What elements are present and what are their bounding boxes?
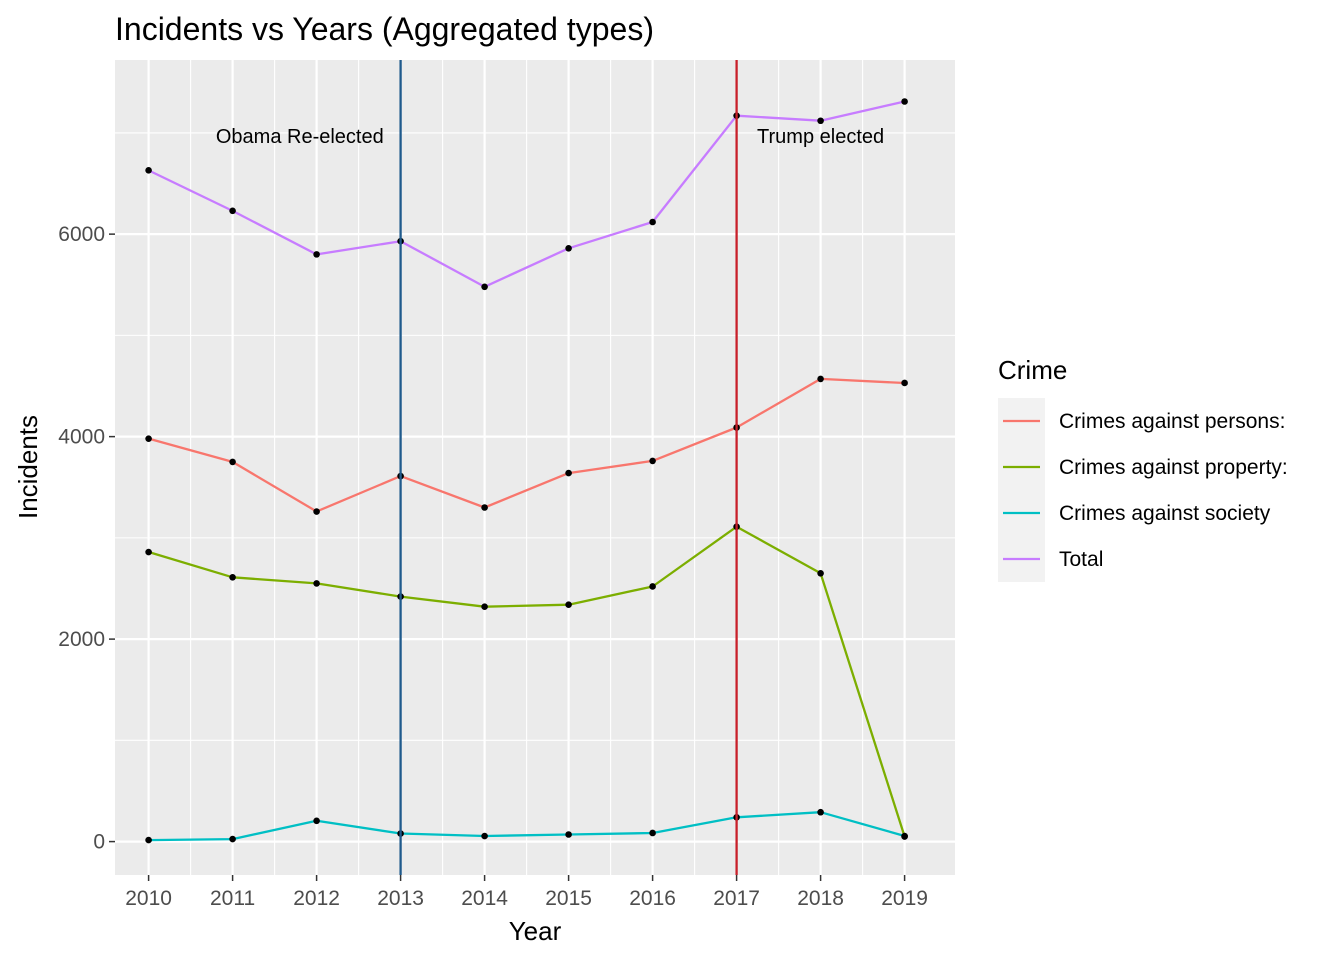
data-point <box>901 379 908 387</box>
series-points <box>145 98 908 844</box>
y-axis-title: Incidents <box>13 415 43 519</box>
data-point <box>817 808 824 816</box>
legend-label-2: Crimes against society <box>1059 502 1271 525</box>
x-tick-label: 2012 <box>293 887 340 910</box>
data-point <box>145 548 152 556</box>
x-axis: 2010 2011 2012 2013 2014 2015 2016 2017 2018 2019 <box>125 875 928 910</box>
y-tick-label: 6000 <box>58 223 105 246</box>
series-line-1 <box>148 525 906 837</box>
annotations: Obama Re-elected Trump elected <box>216 126 884 148</box>
chart-title: Incidents vs Years (Aggregated types) <box>115 11 654 47</box>
data-point <box>565 469 572 477</box>
data-point <box>481 832 488 840</box>
data-point <box>481 504 488 511</box>
data-point <box>229 574 236 581</box>
y-tick-label: 0 <box>93 831 105 854</box>
data-point <box>313 251 320 258</box>
x-tick-label: 2019 <box>881 887 928 910</box>
data-point <box>313 817 320 825</box>
series-line-2 <box>148 811 905 842</box>
legend-title: Crime <box>998 355 1067 385</box>
data-point <box>565 601 572 608</box>
data-point <box>901 98 908 105</box>
x-axis-title: Year <box>509 916 562 946</box>
data-point <box>229 835 236 843</box>
data-point <box>817 375 824 383</box>
data-point <box>313 508 320 515</box>
series-line-3 <box>148 100 905 288</box>
legend-label-1: Crimes against property: <box>1059 456 1288 479</box>
legend-label-3: Total <box>1059 548 1103 571</box>
data-point <box>229 207 236 215</box>
data-point <box>817 569 824 577</box>
data-point <box>565 245 572 252</box>
plot-panel <box>115 60 955 875</box>
annotation-1: Trump elected <box>757 126 884 148</box>
data-point <box>145 435 152 442</box>
data-point <box>649 218 656 226</box>
major-gridlines <box>115 60 955 875</box>
x-tick-label: 2018 <box>797 887 844 910</box>
y-axis: 0 2000 4000 6000 <box>58 223 115 854</box>
x-tick-label: 2010 <box>125 887 172 910</box>
x-tick-label: 2014 <box>461 887 508 910</box>
data-point <box>649 829 656 837</box>
data-point <box>649 583 656 590</box>
vertical-reference-lines <box>399 60 738 875</box>
data-point <box>649 457 656 465</box>
series-line-0 <box>148 377 905 513</box>
data-point <box>565 831 572 838</box>
data-point <box>313 580 320 587</box>
x-tick-label: 2016 <box>629 887 676 910</box>
annotation-0: Obama Re-elected <box>216 126 384 148</box>
series-lines <box>148 100 906 842</box>
data-point <box>481 283 488 291</box>
x-tick-label: 2015 <box>545 887 592 910</box>
data-point <box>145 836 152 844</box>
legend-label-0: Crimes against persons: <box>1059 410 1285 433</box>
x-tick-label: 2011 <box>210 887 255 910</box>
data-point <box>901 832 908 840</box>
y-tick-label: 2000 <box>58 628 105 651</box>
data-point <box>481 603 488 611</box>
x-tick-label: 2013 <box>377 887 424 910</box>
y-tick-label: 4000 <box>58 426 105 449</box>
legend: Crime Crimes against persons: Crimes agai… <box>998 355 1288 582</box>
legend-key-background <box>998 398 1045 582</box>
data-point <box>145 167 152 174</box>
data-point <box>229 458 236 466</box>
x-tick-label: 2017 <box>713 887 760 910</box>
data-point <box>817 117 824 125</box>
